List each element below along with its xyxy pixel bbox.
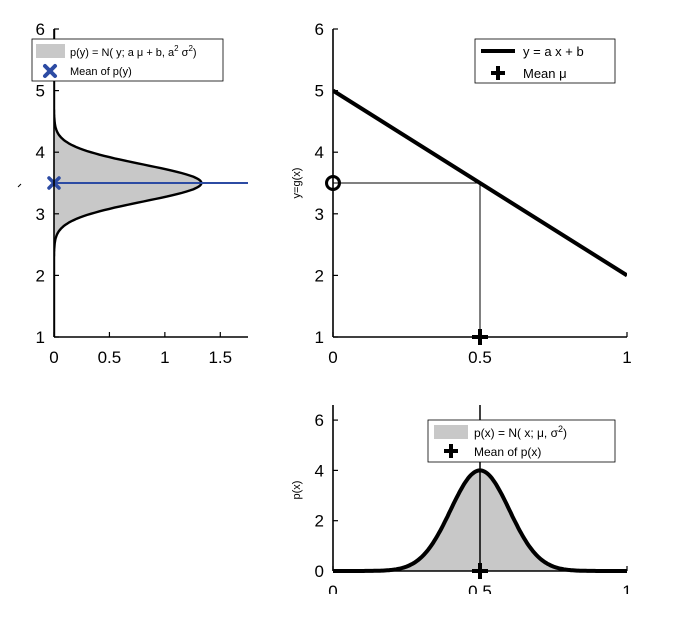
top-legend-label-mean: Mean μ <box>523 66 567 81</box>
top-ytick-label-3: 4 <box>315 143 324 162</box>
bottom-legend-swatch-density <box>434 425 468 439</box>
bottom-legend-label-mean: Mean of p(x) <box>474 445 541 459</box>
bottom-xtick-label-0: 0 <box>328 582 337 601</box>
bottom-ytick-label-3: 6 <box>315 411 324 430</box>
top-xtick-label-1: 0.5 <box>468 348 492 367</box>
bottom-ytick-label-0: 0 <box>315 562 324 581</box>
left-legend-swatch-mean <box>43 64 57 78</box>
crop-mask <box>300 594 682 622</box>
left-axes: 1 2 3 4 5 6 0 0.5 1 1.5 <box>36 20 248 367</box>
left-ytick-label-4: 5 <box>36 82 45 101</box>
left-legend-label-mean: Mean of p(y) <box>70 66 132 78</box>
top-legend: y = a x + b Mean μ <box>474 38 616 84</box>
left-ytick-label-0: 1 <box>36 328 45 347</box>
left-legend-swatch-density <box>36 44 65 58</box>
top-series-3-guide <box>333 182 481 337</box>
left-xtick-label-0: 0 <box>49 348 58 367</box>
left-panel-p-of-y: 1 2 3 4 5 6 0 0.5 1 1.5 p(y) = N( y; a μ + b, a2 … <box>31 20 248 367</box>
top-ytick-label-4: 5 <box>315 82 324 101</box>
left-legend: p(y) = N( y; a μ + b, a2 σ2) Mean of p(y… <box>31 38 224 82</box>
top-ytick-label-0: 1 <box>315 328 324 347</box>
top-ytick-label-5: 6 <box>315 20 324 39</box>
stray-mark <box>17 183 22 188</box>
bottom-xtick-label-2: 1 <box>622 582 631 601</box>
bottom-legend-swatch-mean <box>444 444 458 458</box>
left-ytick-label-3: 4 <box>36 143 45 162</box>
bottom-y-axis-label: p(x) <box>291 481 303 500</box>
top-legend-swatch-mean <box>491 66 505 80</box>
left-xtick-label-1: 0.5 <box>98 348 122 367</box>
top-panel-linear-map: 1 2 3 4 5 6 0 0.5 1 y=g(x) y = a x + b Mean μ <box>291 20 632 367</box>
left-ytick-label-1: 2 <box>36 266 45 285</box>
left-xtick-label-2: 1 <box>160 348 169 367</box>
top-axes: 1 2 3 4 5 6 0 0.5 1 <box>315 20 632 367</box>
top-legend-label-line: y = a x + b <box>523 44 584 59</box>
left-plot-marks <box>54 29 248 337</box>
top-xtick-label-0: 0 <box>328 348 337 367</box>
top-ytick-label-2: 3 <box>315 205 324 224</box>
left-ytick-label-2: 3 <box>36 205 45 224</box>
top-xtick-label-2: 1 <box>622 348 631 367</box>
bottom-legend-label-density: p(x) = N( x; μ, σ2) <box>474 424 567 440</box>
left-legend-label-density: p(y) = N( y; a μ + b, a2 σ2) <box>70 44 197 59</box>
top-y-axis-label: y=g(x) <box>291 168 303 199</box>
bottom-legend: p(x) = N( x; μ, σ2) Mean of p(x) <box>427 419 616 463</box>
left-xtick-label-3: 1.5 <box>208 348 232 367</box>
left-ytick-label-5: 6 <box>36 20 45 39</box>
bottom-ytick-label-2: 4 <box>315 461 324 480</box>
top-ytick-label-1: 2 <box>315 266 324 285</box>
bottom-ytick-label-1: 2 <box>315 512 324 531</box>
